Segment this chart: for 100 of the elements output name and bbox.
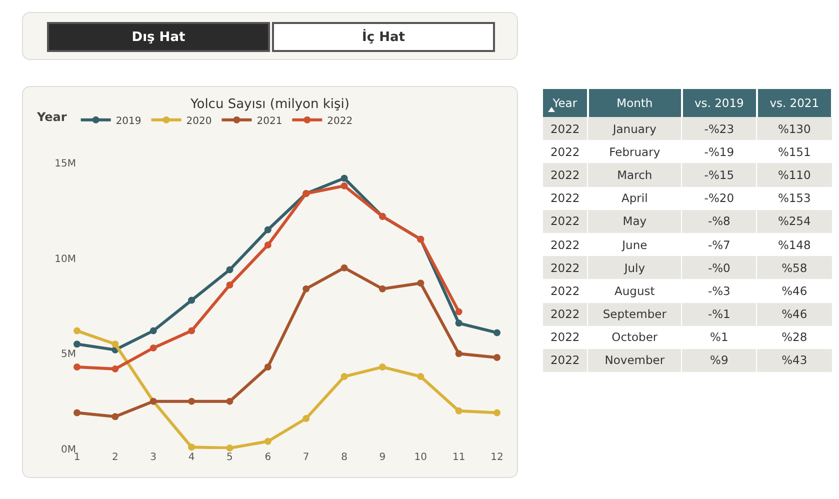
point xyxy=(188,444,196,451)
point xyxy=(455,320,462,327)
x-tick-label: 1 xyxy=(74,452,80,463)
text: October xyxy=(612,330,658,344)
x-tick-label: 2 xyxy=(112,452,118,463)
text: %151 xyxy=(778,144,811,159)
text: %1 xyxy=(710,330,728,344)
point xyxy=(188,296,196,304)
text: June xyxy=(622,238,648,252)
x-tick-label: 5 xyxy=(226,452,233,463)
point xyxy=(188,398,196,405)
point xyxy=(417,373,424,380)
point xyxy=(417,280,424,287)
text: %148 xyxy=(778,238,811,252)
legend-label: 2019 xyxy=(116,116,142,127)
text: 2022 xyxy=(550,330,580,344)
text: 2022 xyxy=(550,260,580,275)
point xyxy=(188,327,196,334)
point xyxy=(226,444,234,452)
text: %28 xyxy=(782,330,808,344)
x-tick-label: 7 xyxy=(302,452,310,463)
category-label: Month xyxy=(588,89,682,117)
text: November xyxy=(604,353,665,368)
point xyxy=(302,414,310,422)
point xyxy=(302,285,310,292)
legend-title: Year xyxy=(36,110,67,124)
text: -%0 xyxy=(708,260,730,275)
point xyxy=(455,308,462,316)
point xyxy=(74,364,80,371)
text: 2022 xyxy=(550,191,580,206)
text: -%3 xyxy=(708,284,730,298)
text: January xyxy=(612,122,656,136)
point xyxy=(74,409,80,416)
text: %9 xyxy=(710,353,728,368)
text: 2022 xyxy=(550,168,580,182)
point xyxy=(226,398,234,405)
point xyxy=(226,282,234,289)
text: %58 xyxy=(782,260,808,275)
text: -%1 xyxy=(708,307,730,322)
text: Dış Hat xyxy=(47,22,270,52)
point xyxy=(112,413,119,420)
text: -%7 xyxy=(708,238,730,252)
y-tick-label: 15M xyxy=(54,158,76,170)
text: %43 xyxy=(782,353,808,368)
text: -%15 xyxy=(704,168,734,182)
text: May xyxy=(622,214,647,228)
legend-label: 2021 xyxy=(256,116,282,127)
y-tick-label: 0M xyxy=(61,444,76,456)
text: 2022 xyxy=(550,307,580,322)
text: -%23 xyxy=(704,122,734,136)
legend-label: 2022 xyxy=(327,116,353,127)
text: 2022 xyxy=(550,214,580,228)
text: -%8 xyxy=(708,214,730,228)
text: -%20 xyxy=(704,191,734,206)
y-tick-label: 5M xyxy=(61,349,76,360)
x-tick-label: 10 xyxy=(414,452,428,463)
point xyxy=(264,241,272,248)
point xyxy=(494,409,500,416)
x-tick-label: 9 xyxy=(379,452,386,463)
text: 2022 xyxy=(550,122,580,136)
legend-label: 2020 xyxy=(186,116,212,127)
point xyxy=(340,264,348,272)
text: 2022 xyxy=(550,238,580,252)
text: August xyxy=(614,284,655,298)
text: March xyxy=(617,168,652,182)
text: September xyxy=(602,307,666,322)
category-label: Year xyxy=(543,89,588,117)
point xyxy=(264,438,272,445)
text: 2022 xyxy=(550,144,580,159)
text: %110 xyxy=(778,168,811,182)
text: February xyxy=(609,144,660,159)
point xyxy=(112,340,119,348)
category-label: vs. 2019 xyxy=(682,89,757,117)
point xyxy=(494,329,500,336)
text: -%19 xyxy=(704,144,734,159)
x-tick-label: 6 xyxy=(264,452,272,463)
point xyxy=(264,364,272,371)
point xyxy=(264,226,272,234)
text: April xyxy=(622,191,648,206)
point xyxy=(340,373,348,380)
text: İç Hat xyxy=(272,22,495,52)
text: 2022 xyxy=(550,284,580,298)
category-label: vs. 2021 xyxy=(756,89,832,117)
text: 2022 xyxy=(550,353,580,368)
chart-title: Yolcu Sayısı (milyon kişi) xyxy=(190,96,350,112)
text: %46 xyxy=(782,307,808,322)
text: %254 xyxy=(778,214,811,228)
point xyxy=(150,344,157,352)
point xyxy=(74,340,80,348)
point xyxy=(378,364,386,371)
point xyxy=(150,327,157,334)
point xyxy=(455,350,462,358)
x-tick-label: 8 xyxy=(341,452,348,463)
point xyxy=(455,407,462,414)
point xyxy=(340,182,348,190)
point xyxy=(494,354,500,361)
x-tick-label: 11 xyxy=(452,452,466,463)
point xyxy=(74,327,80,334)
text: %46 xyxy=(782,284,808,298)
x-tick-label: 4 xyxy=(188,452,195,463)
